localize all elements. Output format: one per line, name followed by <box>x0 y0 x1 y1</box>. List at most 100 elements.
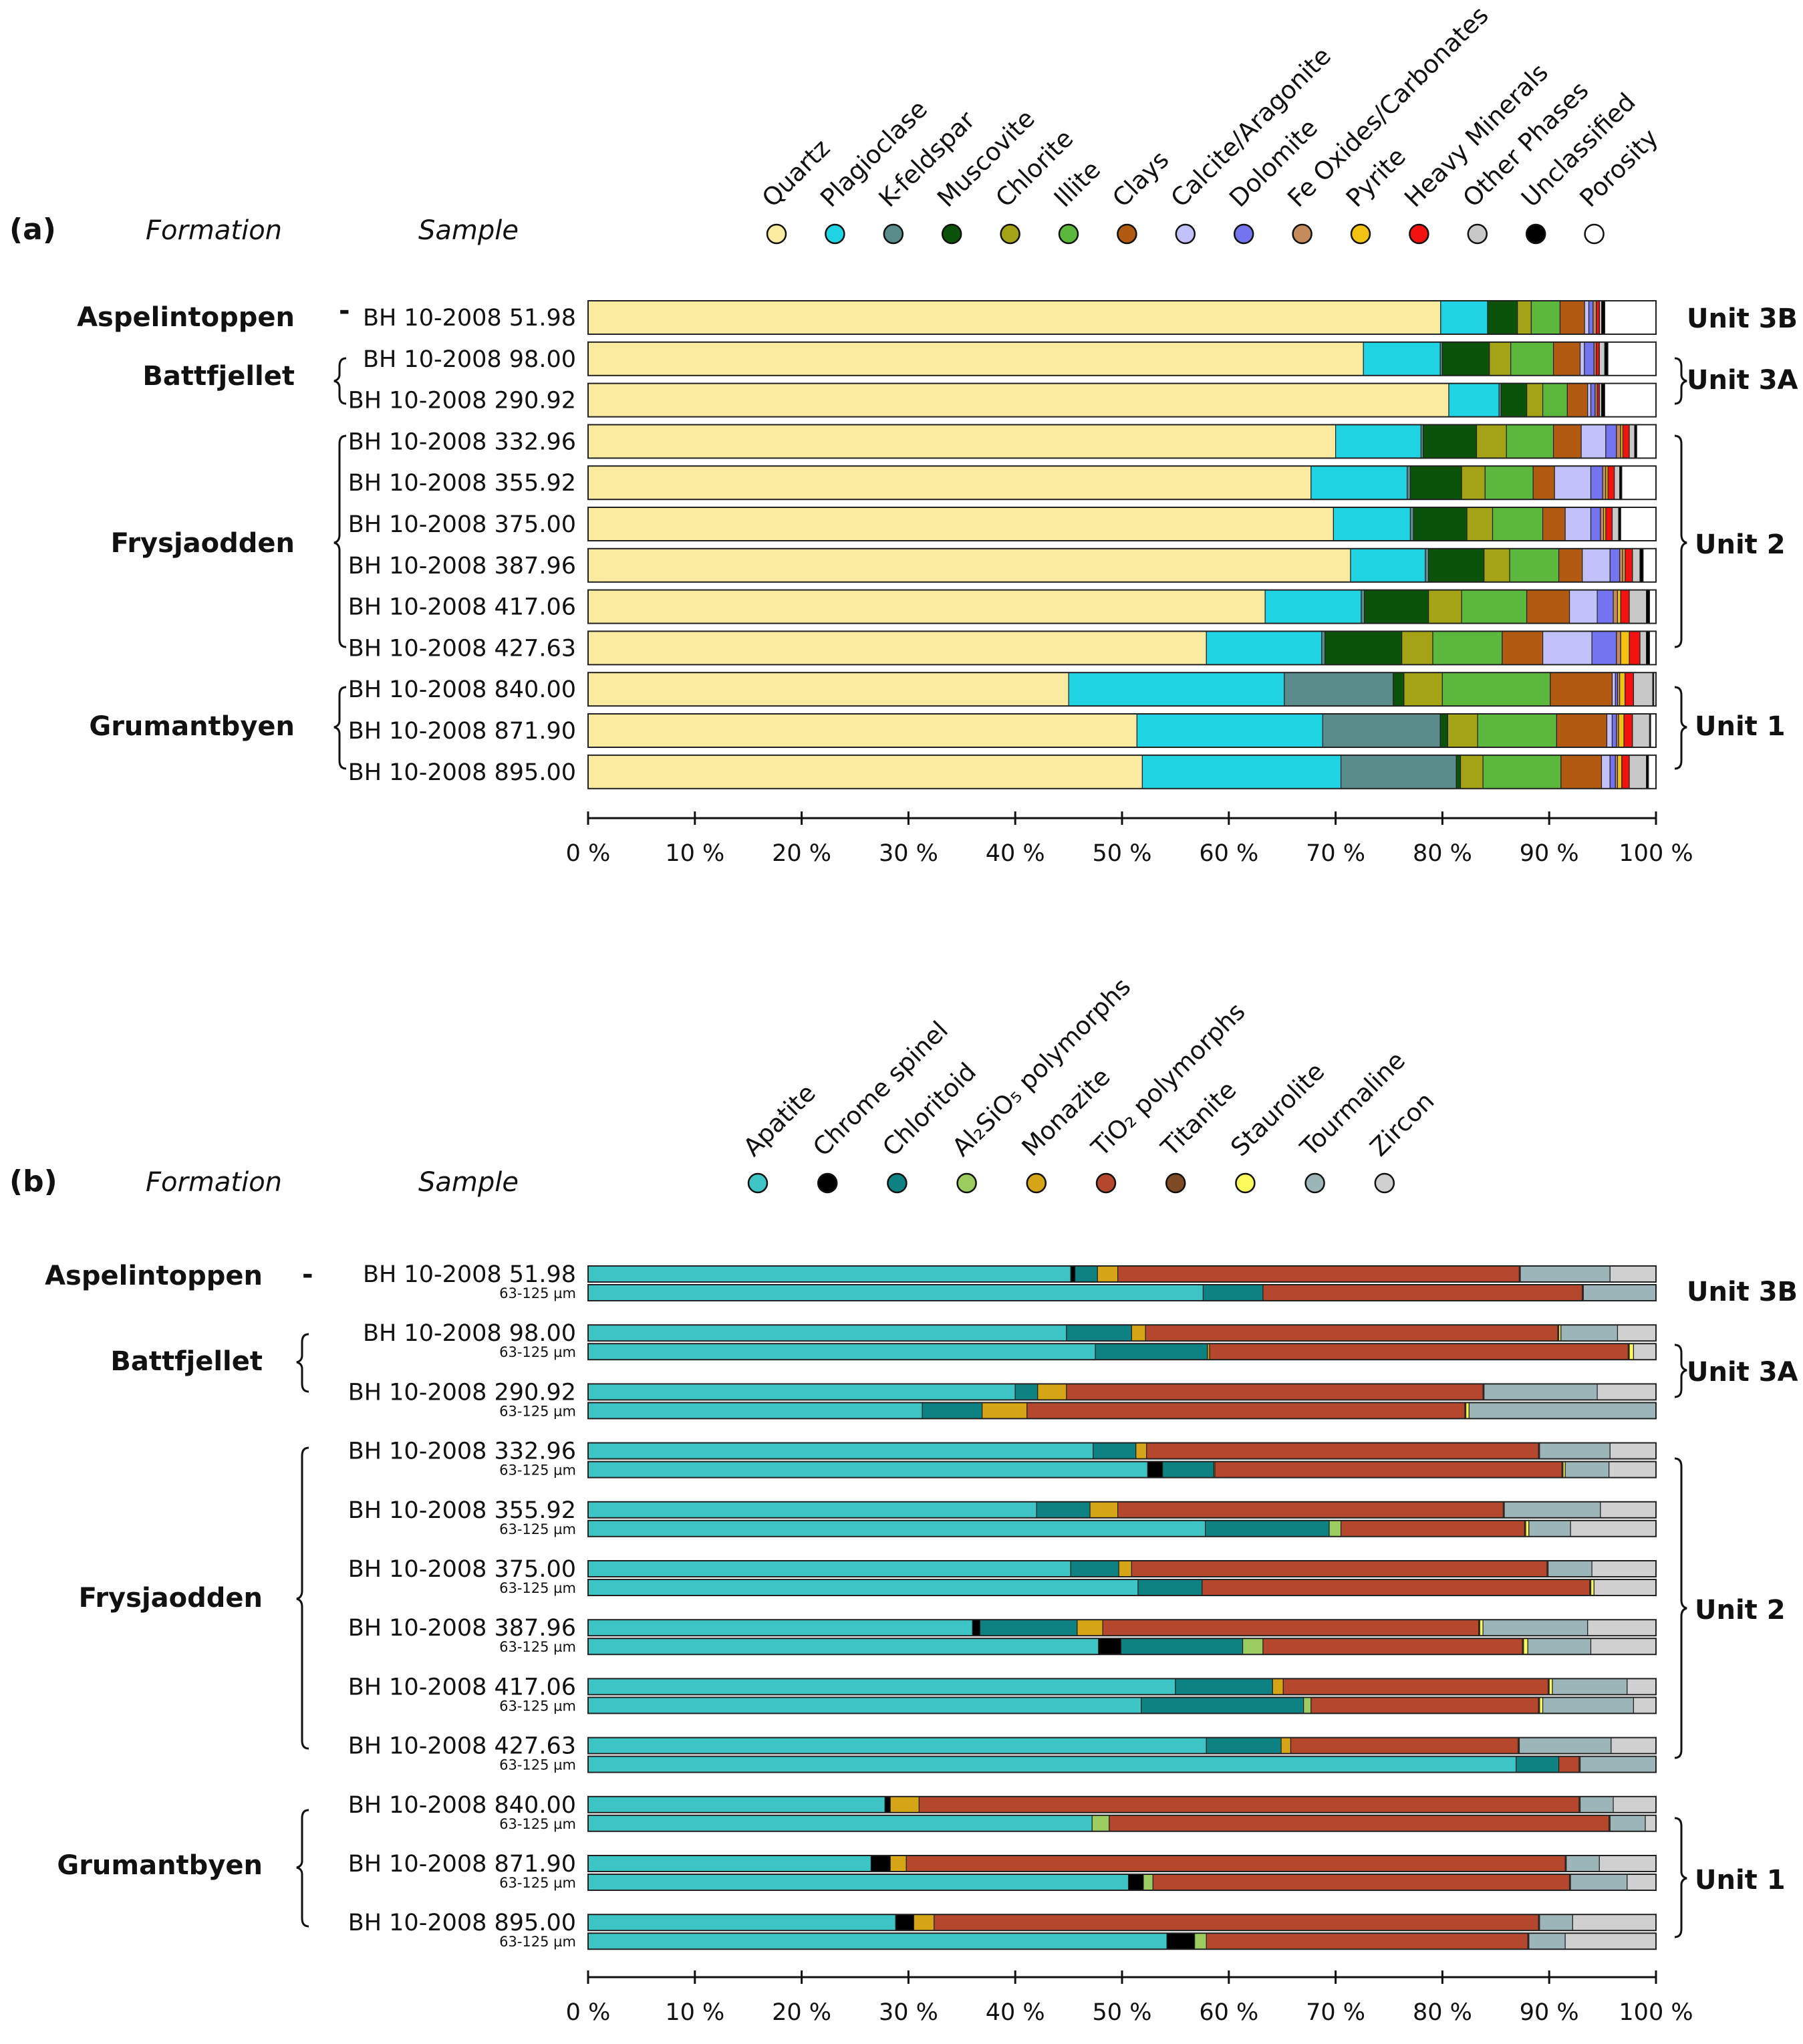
bar-segment-chrome-spinel-b-18 <box>884 1796 891 1813</box>
legend-swatch-staurolite-b <box>1235 1172 1256 1194</box>
bar-segment-zircon-b-20 <box>1599 1855 1657 1872</box>
bar-segment-quartz-a-11 <box>587 755 1143 789</box>
unit-2-a: Unit 2 <box>1695 529 1786 560</box>
bar-segment-other-phases-a-7 <box>1629 589 1647 624</box>
bar-segment-tourmaline-b-12 <box>1482 1619 1588 1636</box>
bar-segment-staurolite-b-3 <box>1629 1343 1635 1360</box>
bar-segment-zircon-b-8 <box>1600 1501 1657 1519</box>
bar-segment-dolomite-a-7 <box>1597 589 1614 624</box>
bar-segment-tio-polymorphs-b-16 <box>1290 1737 1519 1755</box>
bar-segment-apatite-b-1 <box>587 1284 1204 1301</box>
bar-segment-other-phases-a-3 <box>1629 424 1635 459</box>
bar-segment-tourmaline-b-22 <box>1539 1914 1573 1931</box>
legend-swatch-apatite-b <box>747 1172 769 1194</box>
bar-segment-porosity-a-8 <box>1649 630 1657 666</box>
bar-segment-apatite-b-12 <box>587 1619 973 1636</box>
bar-segment-zircon-b-14 <box>1627 1678 1657 1695</box>
bar-segment-zircon-b-4 <box>1597 1383 1657 1400</box>
bars-b <box>587 1265 1657 1950</box>
bar-outline-b-5 <box>587 1402 1657 1420</box>
bar-segment-chrome-spinel-b-13 <box>1098 1638 1121 1655</box>
bar-segment-zircon-b-7 <box>1609 1461 1657 1479</box>
bar-segment-pyrite-a-8 <box>1620 630 1630 666</box>
bar-segment-clays-a-5 <box>1542 507 1566 541</box>
bar-outline-b-17 <box>587 1755 1657 1773</box>
bar-segment-chlorite-a-11 <box>1460 755 1484 789</box>
bar-segment-chloritoid-b-11 <box>1137 1579 1203 1596</box>
legend-a: QuartzPlagioclaseK-feldsparMuscoviteChlo… <box>756 1 1664 245</box>
sample-label-a-11: BH 10-2008 895.00 <box>348 759 576 786</box>
bar-outline-b-0 <box>587 1265 1657 1283</box>
legend-swatch-tourmaline-b <box>1304 1172 1325 1194</box>
bar-segment-tourmaline-b-8 <box>1504 1501 1601 1519</box>
legend-swatch-chloritoid-b <box>887 1172 908 1194</box>
bar-segment-illite-a-8 <box>1432 630 1503 666</box>
bar-segment-tourmaline-b-2 <box>1560 1324 1619 1342</box>
bar-segment-k-feldspar-a-11 <box>1340 755 1457 789</box>
bar-segment-apatite-b-7 <box>587 1461 1148 1479</box>
sample-sublabel-b-1: 63-125 µm <box>499 1285 576 1301</box>
bar-outline-a-8 <box>587 630 1657 666</box>
bar-segment-heavy-minerals-a-11 <box>1621 755 1630 789</box>
tick-label-a-1: 10 % <box>665 840 724 867</box>
bar-segment-tourmaline-b-20 <box>1566 1855 1600 1872</box>
bar-segment-apatite-b-21 <box>587 1874 1129 1891</box>
sample-label-b-8: BH 10-2008 355.92 <box>348 1497 576 1524</box>
bar-segment-chlorite-a-9 <box>1403 672 1443 707</box>
bar-segment-zircon-b-18 <box>1613 1796 1657 1813</box>
bar-segment-chloritoid-b-2 <box>1066 1324 1132 1342</box>
bar-segment-chloritoid-b-17 <box>1516 1756 1560 1773</box>
bar-segment-heavy-minerals-a-4 <box>1607 465 1615 500</box>
unit-1-a: Unit 1 <box>1695 711 1786 742</box>
bar-outline-b-4 <box>587 1383 1657 1401</box>
bar-segment-chrome-spinel-b-12 <box>972 1619 981 1636</box>
bar-segment-quartz-a-9 <box>587 672 1069 707</box>
bar-segment-staurolite-b-15 <box>1539 1696 1544 1714</box>
bar-segment-k-feldspar-a-5 <box>1409 507 1414 541</box>
panel-b-letter: (b) <box>9 1164 57 1198</box>
legend-swatch-k-feldspar-a <box>883 223 904 245</box>
bar-segment-heavy-minerals-a-9 <box>1625 672 1635 707</box>
bars-a <box>587 300 1657 789</box>
formation-bracket-frysjaodden-a <box>333 434 347 648</box>
bar-segment-muscovite-a-5 <box>1413 507 1468 541</box>
bar-segment-clays-a-4 <box>1532 465 1555 500</box>
tick-label-b-6: 60 % <box>1199 1999 1258 2026</box>
bar-segment-illite-a-5 <box>1492 507 1544 541</box>
bar-segment-k-feldspar-a-10 <box>1322 713 1441 748</box>
legend-swatch-titanite-b <box>1165 1172 1186 1194</box>
unit-1-b: Unit 1 <box>1695 1865 1786 1896</box>
sample-label-a-9: BH 10-2008 840.00 <box>348 676 576 703</box>
bar-segment-apatite-b-10 <box>587 1560 1071 1577</box>
bar-segment-tio-polymorphs-b-18 <box>918 1796 1580 1813</box>
formation-battfjellet-a: Battfjellet <box>142 361 295 392</box>
bar-segment-calcite-aragonite-a-1 <box>1579 342 1585 376</box>
bar-segment-calcite-aragonite-a-11 <box>1601 755 1611 789</box>
bar-segment-clays-a-6 <box>1558 548 1583 583</box>
bar-segment-plagioclase-a-10 <box>1136 713 1324 748</box>
bar-segment-dolomite-a-11 <box>1609 755 1616 789</box>
bar-segment-unclassified-a-0 <box>1601 300 1606 335</box>
sample-sublabel-b-9: 63-125 µm <box>499 1521 576 1537</box>
bar-segment-zircon-b-19 <box>1645 1815 1657 1832</box>
bar-segment-tourmaline-b-19 <box>1609 1815 1646 1832</box>
bar-segment-monazite-b-20 <box>889 1855 907 1872</box>
bar-segment-k-feldspar-a-4 <box>1407 465 1411 500</box>
bar-segment-chloritoid-b-5 <box>922 1402 983 1419</box>
sample-label-b-6: BH 10-2008 332.96 <box>348 1438 576 1465</box>
legend-swatch-clays-a <box>1117 223 1137 245</box>
unit-bracket-2-a <box>1674 434 1687 648</box>
bar-segment-plagioclase-a-11 <box>1141 755 1342 789</box>
bar-segment-muscovite-a-0 <box>1487 300 1518 335</box>
bar-segment-tio-polymorphs-b-11 <box>1202 1579 1590 1596</box>
unit-bracket-1-b <box>1674 1817 1687 1938</box>
sample-sublabel-b-17: 63-125 µm <box>499 1757 576 1773</box>
bar-segment-tourmaline-b-0 <box>1520 1265 1611 1283</box>
bar-segment-calcite-aragonite-a-7 <box>1568 589 1598 624</box>
bar-segment-al-sio-polymorphs-b-13 <box>1242 1638 1264 1655</box>
formation-bracket-grumantbyen-a <box>333 686 347 770</box>
bar-segment-tio-polymorphs-b-1 <box>1262 1284 1583 1301</box>
bar-segment-monazite-b-8 <box>1089 1501 1119 1519</box>
legend-swatch-calcite-aragonite-a <box>1175 223 1196 245</box>
